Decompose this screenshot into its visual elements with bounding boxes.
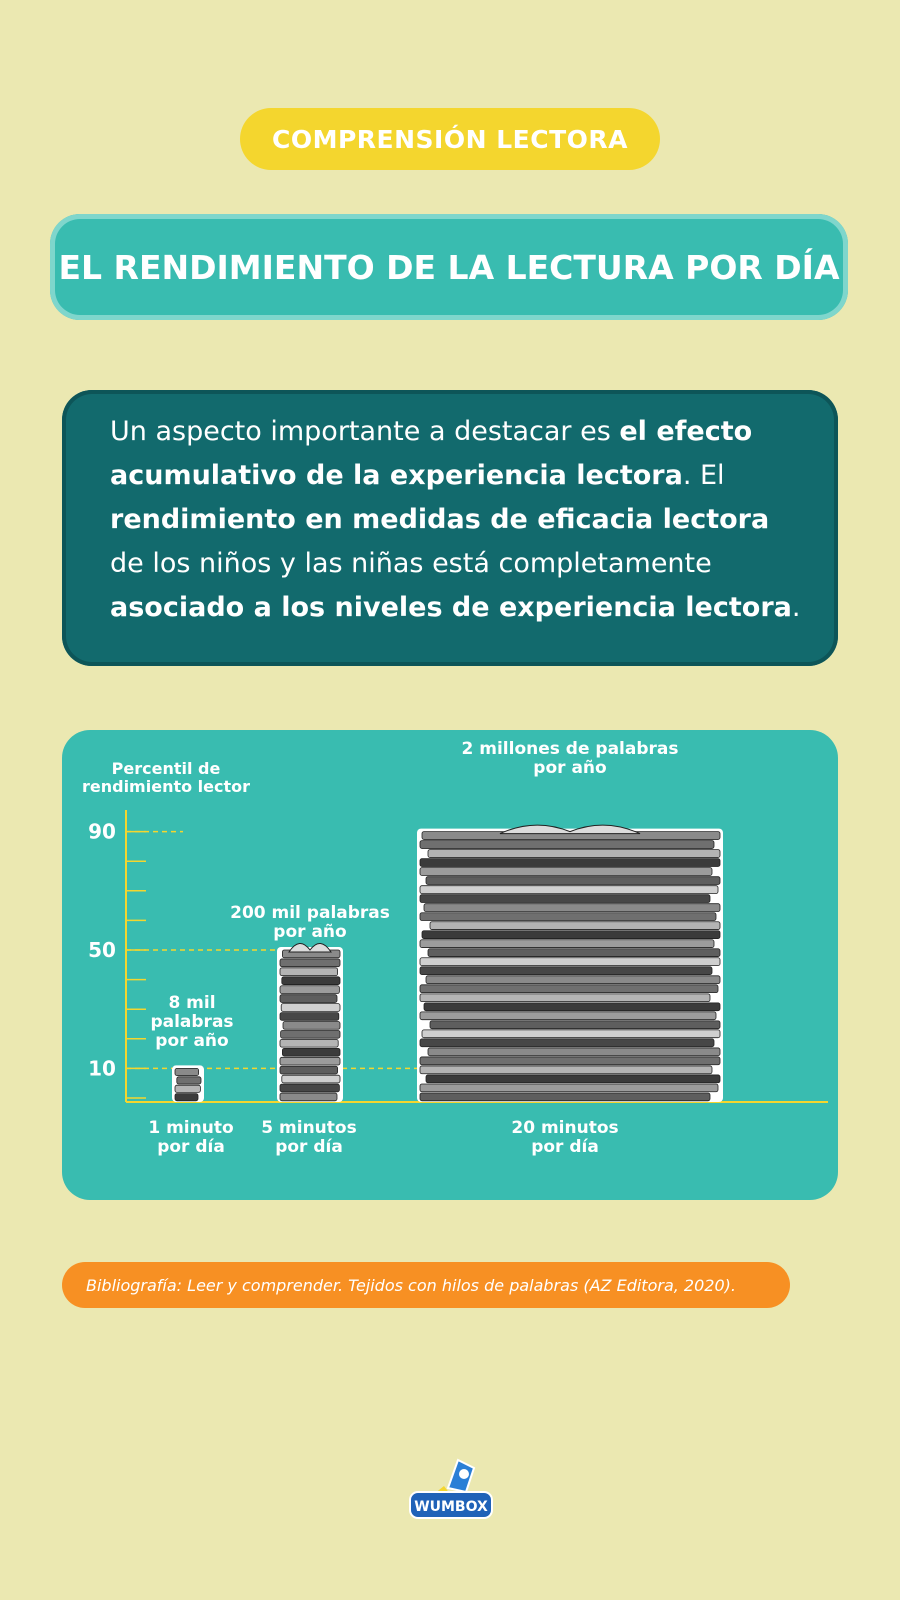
x-category-label: por día xyxy=(275,1137,343,1157)
book-stack-bar xyxy=(277,943,343,1102)
bar-annotation: palabras xyxy=(150,1012,233,1032)
book-stack-bar xyxy=(417,824,723,1102)
bar-annotation: por año xyxy=(533,758,606,778)
rocket-icon: WUMBOX xyxy=(409,1458,493,1519)
x-category-label: por día xyxy=(157,1137,225,1157)
bibliography: Bibliografía: Leer y comprender. Tejidos… xyxy=(62,1262,790,1308)
intro-text-1: Un aspecto importante a destacar es xyxy=(110,416,620,447)
y-tick-label: 50 xyxy=(88,938,116,962)
y-axis-label: rendimiento lector xyxy=(82,777,250,796)
x-category-label: por día xyxy=(531,1137,599,1157)
y-tick-label: 10 xyxy=(88,1056,116,1080)
bar-annotation: 8 mil xyxy=(168,993,215,1013)
intro-bold-2: rendimiento en medidas de eficacia lecto… xyxy=(110,504,770,535)
section-tag: COMPRENSIÓN LECTORA xyxy=(240,108,660,170)
y-axis-label: Percentil de xyxy=(112,759,221,778)
x-category-label: 1 minuto xyxy=(148,1118,233,1138)
bar-annotation: por año xyxy=(155,1031,228,1051)
x-category-label: 5 minutos xyxy=(261,1118,356,1138)
intro-text-2: . El xyxy=(682,460,725,491)
x-category-label: 20 minutos xyxy=(511,1118,618,1138)
bar-annotation: 2 millones de palabras xyxy=(462,739,679,759)
bar-annotation: por año xyxy=(273,922,346,942)
intro-bold-3: asociado a los niveles de experiencia le… xyxy=(110,592,792,623)
y-tick-label: 90 xyxy=(88,820,116,844)
intro-text-4: . xyxy=(791,592,801,623)
wumbox-logo: WUMBOX xyxy=(404,1454,498,1524)
intro-text-3: de los niños y las niñas está completame… xyxy=(110,548,712,579)
page-title: EL RENDIMIENTO DE LA LECTURA POR DÍA xyxy=(50,214,848,320)
intro-paragraph: Un aspecto importante a destacar es el e… xyxy=(62,390,838,666)
logo-text: WUMBOX xyxy=(414,1499,488,1515)
book-stack-bar xyxy=(172,1065,204,1102)
bar-annotation: 200 mil palabras xyxy=(230,903,390,923)
intro-bold-1: el efecto acumulativo de la experiencia … xyxy=(110,416,753,491)
reading-chart: Percentil de rendimiento lector 90 50 10 8 mi… xyxy=(62,730,838,1200)
